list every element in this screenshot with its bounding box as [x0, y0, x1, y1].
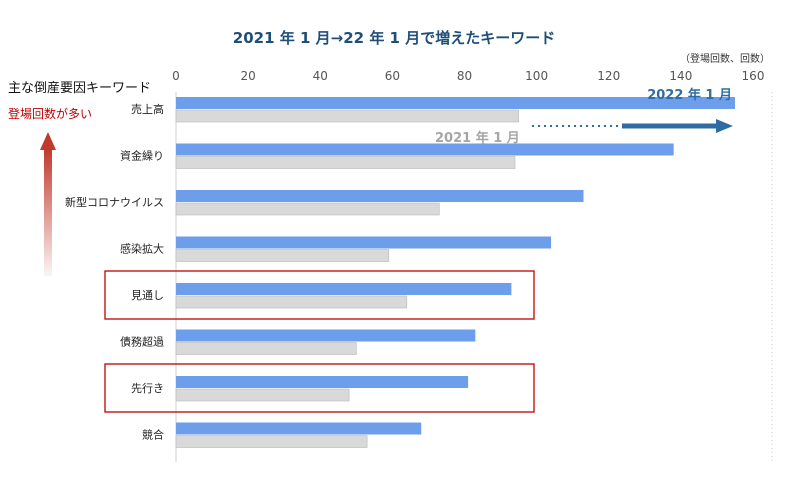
- category-label: 先行き: [131, 382, 164, 395]
- bar-series-b: [175, 156, 516, 169]
- category-label: 感染拡大: [120, 242, 164, 256]
- bar-series-b: [175, 249, 390, 262]
- bar-series-b: [175, 202, 440, 216]
- highlight-box: [104, 363, 535, 413]
- side-note: 登場回数が多い: [8, 106, 92, 121]
- side-arrow: [40, 132, 56, 276]
- category-label: 競合: [142, 428, 164, 442]
- bar-series-a: [176, 376, 469, 388]
- x-tick-label: 60: [385, 69, 400, 83]
- series-label-2022: 2022 年 1 月: [647, 87, 732, 103]
- chart-title: 2021 年 1 月→22 年 1 月で増えたキーワード: [233, 29, 555, 47]
- bar-series-a: [176, 190, 584, 202]
- axis-heading: 主な倒産要因キーワード: [8, 80, 151, 96]
- side-arrow-head: [40, 132, 56, 150]
- x-tick-label: 140: [669, 69, 692, 83]
- x-tick-label: 120: [597, 69, 620, 83]
- x-tick-label: 160: [742, 69, 765, 83]
- highlight-box: [104, 270, 535, 320]
- bar-series-b: [175, 388, 350, 402]
- category-label: 債務超過: [120, 335, 164, 349]
- bars: [175, 97, 735, 448]
- side-arrow-shaft: [44, 148, 52, 276]
- bar-series-a: [176, 422, 422, 435]
- x-tick-label: 80: [457, 69, 472, 83]
- bar-series-a: [176, 143, 674, 156]
- x-tick-label: 0: [172, 69, 180, 83]
- bar-series-a: [176, 236, 552, 249]
- bar-series-b: [175, 435, 368, 448]
- x-tick-label: 20: [240, 69, 255, 83]
- category-label: 新型コロナウイルス: [65, 195, 164, 209]
- bar-series-a: [176, 97, 735, 109]
- bar-series-b: [175, 295, 408, 309]
- bar-series-a: [176, 329, 476, 342]
- growth-arrow-head: [716, 119, 733, 133]
- x-tick-label: 40: [313, 69, 328, 83]
- category-label: 見通し: [131, 289, 164, 302]
- bar-series-b: [175, 109, 519, 123]
- unit-label: （登場回数、回数）: [680, 52, 770, 65]
- category-label: 資金繰り: [120, 149, 164, 163]
- category-label: 売上高: [131, 102, 164, 116]
- growth-annotation: 2022 年 1 月 2021 年 1 月: [435, 87, 733, 146]
- bar-series-b: [175, 342, 357, 355]
- series-label-2021: 2021 年 1 月: [435, 130, 520, 146]
- bar-series-a: [176, 283, 512, 295]
- x-axis: 0 20 40 60 80 100 120 140 160: [172, 69, 764, 83]
- x-tick-label: 100: [525, 69, 548, 83]
- highlights: [104, 270, 535, 413]
